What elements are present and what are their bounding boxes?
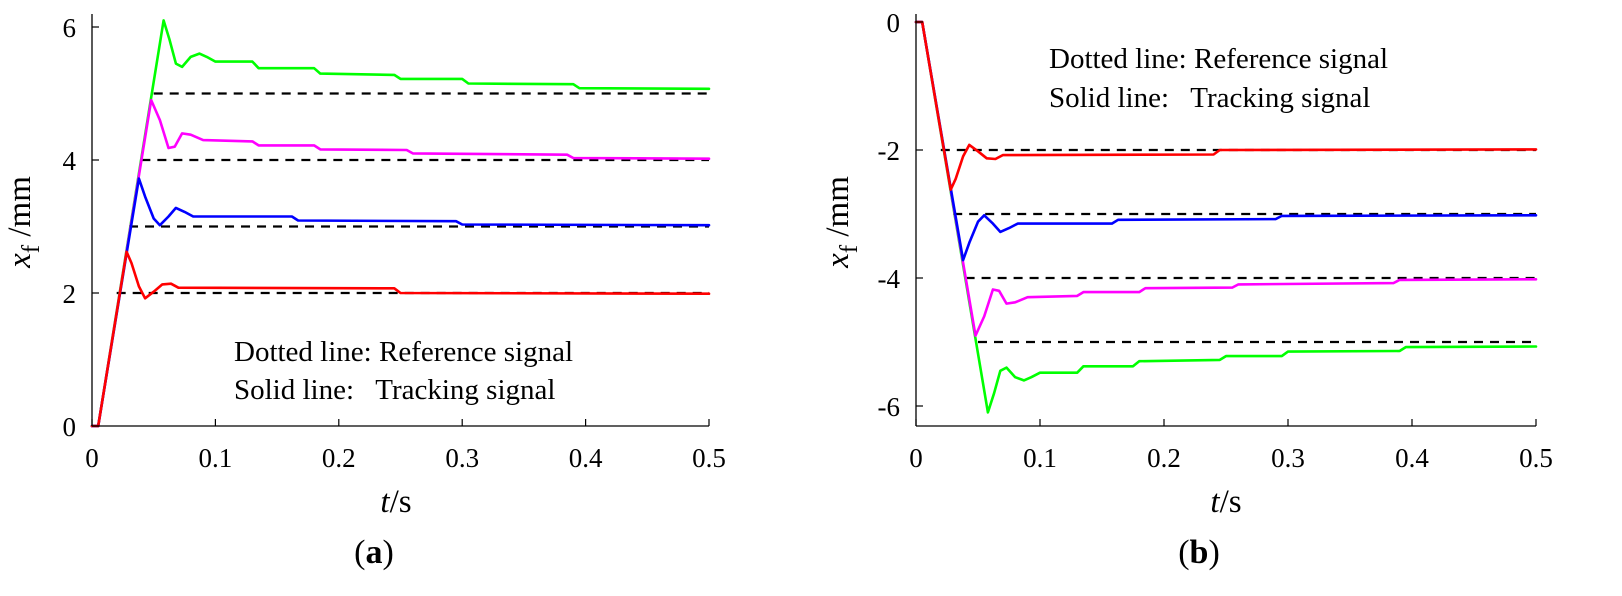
- series-line-a-red: [90, 250, 711, 428]
- reference-lines-a: [116, 92, 709, 295]
- x-tick-label-b-4: 0.4: [1395, 443, 1429, 473]
- x-axis-label-b: t/s: [1210, 484, 1241, 520]
- chart-panel-b: 0 0.1 0.2 0.3 0.4 0.5 0 -2 -4 -6 Dotted …: [820, 8, 1553, 571]
- y-tick-label-a-3: 6: [63, 13, 77, 43]
- y-tick-label-b-3: -6: [878, 392, 901, 422]
- chart-panel-a: 0 0.1 0.2 0.3 0.4 0.5 0 2 4 6 Dotted lin…: [2, 13, 726, 571]
- x-tick-label-b-0: 0: [909, 443, 923, 473]
- x-tick-label-b-3: 0.3: [1271, 443, 1305, 473]
- annotation-a-line-2: Solid line: Tracking signal: [234, 374, 555, 406]
- x-tick-label-a-4: 0.4: [569, 443, 603, 473]
- ticks-b: [915, 21, 1537, 427]
- series-line-b-blue: [914, 20, 1538, 262]
- series-b: [914, 20, 1538, 414]
- reference-lines-b: [940, 148, 1536, 344]
- annotation-b-line-1: Dotted line: Reference signal: [1049, 43, 1388, 75]
- y-tick-label-a-1: 2: [63, 279, 77, 309]
- series-line-a-blue: [90, 177, 711, 428]
- x-tick-label-a-0: 0: [85, 443, 99, 473]
- panel-label-b: (b): [1178, 534, 1220, 571]
- series-line-b-red: [914, 20, 1538, 191]
- y-tick-labels-b: 0 -2 -4 -6: [878, 8, 901, 422]
- x-tick-label-b-5: 0.5: [1519, 443, 1553, 473]
- x-tick-label-a-2: 0.2: [322, 443, 356, 473]
- series-a: [90, 19, 711, 428]
- annotation-b-line-2: Solid line: Tracking signal: [1049, 82, 1370, 114]
- x-tick-label-a-5: 0.5: [692, 443, 726, 473]
- x-tick-label-b-1: 0.1: [1023, 443, 1057, 473]
- annotation-a-line-1: Dotted line: Reference signal: [234, 336, 573, 368]
- x-axis-label-a: t/s: [380, 484, 411, 520]
- ticks-a: [91, 26, 710, 427]
- series-line-b-green: [914, 20, 1538, 414]
- x-tick-label-a-1: 0.1: [199, 443, 233, 473]
- y-tick-label-a-2: 4: [63, 146, 77, 176]
- y-tick-labels-a: 0 2 4 6: [63, 13, 77, 442]
- y-tick-label-b-1: -2: [878, 136, 901, 166]
- series-line-a-magenta: [90, 98, 711, 428]
- series-line-b-magenta: [914, 20, 1538, 337]
- x-tick-label-b-2: 0.2: [1147, 443, 1181, 473]
- series-line-a-green: [90, 19, 711, 428]
- y-tick-label-b-2: -4: [878, 264, 901, 294]
- panel-label-a: (a): [354, 534, 394, 571]
- y-tick-label-b-0: 0: [887, 8, 901, 38]
- x-tick-label-a-3: 0.3: [445, 443, 479, 473]
- y-axis-label-b: xf /mm: [820, 176, 863, 269]
- y-axis-label-a: xf /mm: [2, 176, 45, 269]
- y-tick-label-a-0: 0: [63, 412, 77, 442]
- x-tick-labels-b: 0 0.1 0.2 0.3 0.4 0.5: [909, 443, 1553, 473]
- x-tick-labels-a: 0 0.1 0.2 0.3 0.4 0.5: [85, 443, 726, 473]
